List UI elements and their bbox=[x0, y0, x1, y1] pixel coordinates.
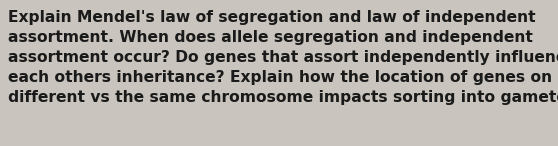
Text: Explain Mendel's law of segregation and law of independent
assortment. When does: Explain Mendel's law of segregation and … bbox=[8, 10, 558, 105]
